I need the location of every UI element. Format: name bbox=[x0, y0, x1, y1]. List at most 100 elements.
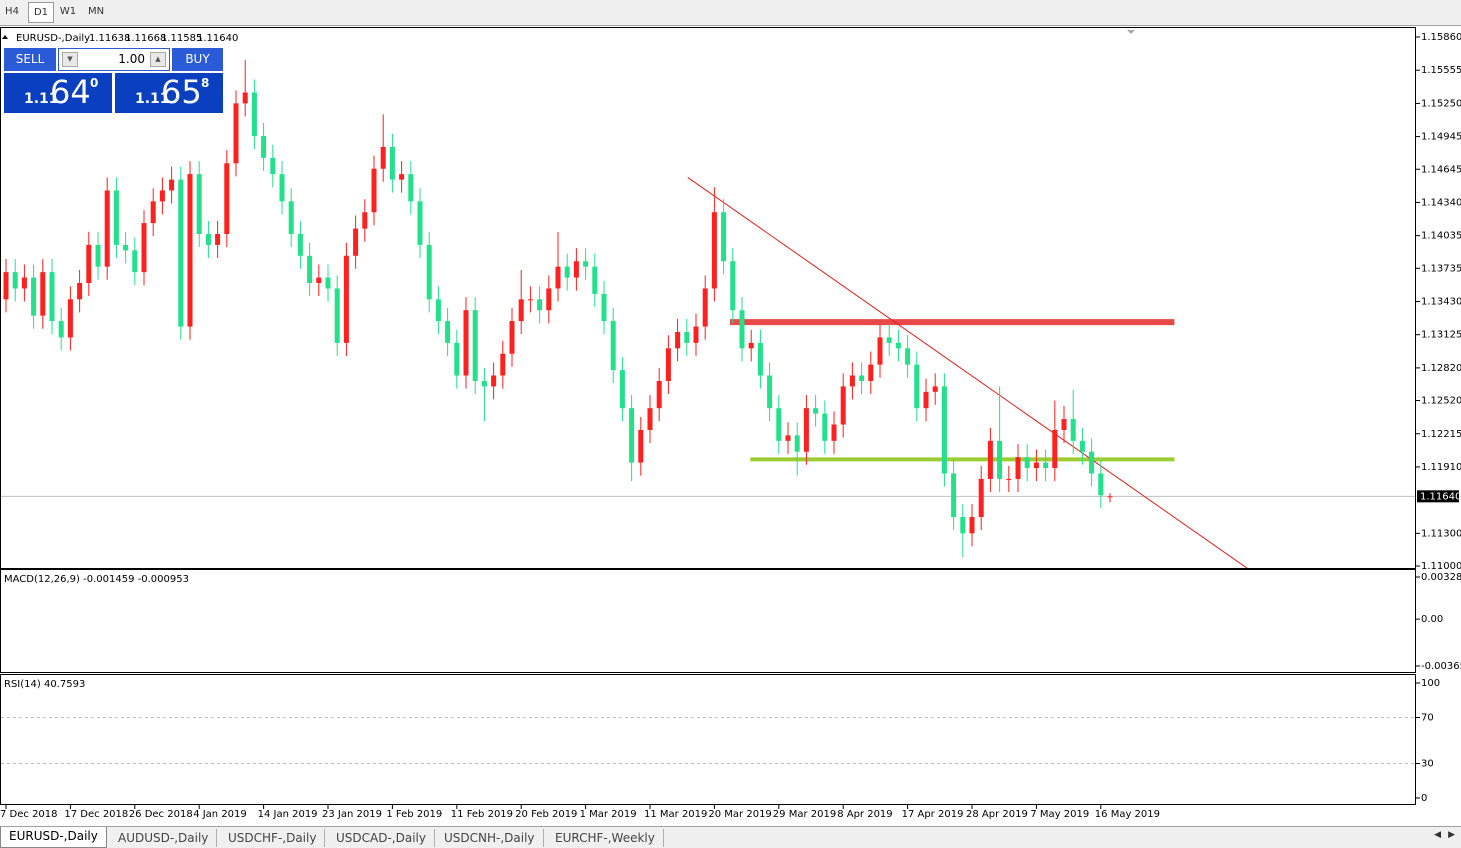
candle-body bbox=[49, 272, 55, 322]
candle-body bbox=[224, 163, 230, 235]
chart-tab[interactable]: USDCNH-,Daily bbox=[436, 829, 544, 847]
ohlc-value: 1.11585 bbox=[161, 33, 202, 44]
y-tick-label: 1.11300 bbox=[1421, 528, 1461, 539]
candle-body bbox=[353, 228, 359, 256]
chart-tab[interactable]: USDCAD-,Daily bbox=[328, 829, 435, 847]
candle-body bbox=[583, 261, 589, 267]
candle-body bbox=[242, 92, 248, 104]
candle-body bbox=[509, 321, 515, 354]
buy-button[interactable]: BUY bbox=[172, 48, 223, 71]
candle-body bbox=[123, 244, 129, 251]
y-tick-label: 100 bbox=[1421, 678, 1440, 689]
candle-body bbox=[261, 136, 267, 158]
candle-body bbox=[518, 299, 524, 322]
y-tick-label: 1.12520 bbox=[1421, 396, 1461, 407]
candle-body bbox=[380, 146, 386, 169]
timeframe-button[interactable]: W1 bbox=[59, 6, 77, 17]
candle-body bbox=[684, 331, 690, 343]
candle-body bbox=[408, 174, 414, 202]
candle-body bbox=[693, 326, 699, 343]
candle-body bbox=[1006, 478, 1012, 480]
y-tick-label: 0.003287 bbox=[1421, 572, 1461, 583]
candle-body bbox=[12, 272, 18, 289]
ask-quote[interactable]: 1.11 65 8 bbox=[115, 73, 223, 113]
current-price-box bbox=[1417, 490, 1459, 503]
timeframe-button[interactable]: D1 bbox=[28, 2, 54, 23]
candle-body bbox=[325, 277, 331, 289]
y-tick-label: 1.12215 bbox=[1421, 429, 1461, 440]
candle-body bbox=[491, 375, 497, 387]
candle-body bbox=[77, 282, 83, 300]
candle-body bbox=[1052, 429, 1058, 469]
candle-body bbox=[196, 174, 202, 235]
candle-body bbox=[849, 375, 855, 387]
y-tick-label: 30 bbox=[1421, 759, 1434, 770]
candle-body bbox=[67, 299, 73, 338]
chart-tab[interactable]: EURUSD-,Daily bbox=[0, 827, 107, 848]
candle-body bbox=[426, 244, 432, 300]
candle-body bbox=[150, 201, 156, 224]
candles bbox=[1, 59, 1415, 568]
candle-body bbox=[141, 223, 147, 273]
candle-body bbox=[113, 190, 119, 245]
timeframe-button[interactable]: H4 bbox=[5, 6, 19, 17]
candle-body bbox=[399, 174, 405, 180]
candle-body bbox=[132, 250, 138, 273]
candle-body bbox=[481, 380, 487, 387]
chart-tab[interactable]: EURCHF-,Weekly bbox=[547, 829, 664, 847]
chart-tabs: ◀ ▶ EURUSD-,Daily AUDUSD-,Daily USDCHF-,Da… bbox=[0, 826, 1461, 848]
chart-tab[interactable]: USDCHF-,Daily bbox=[220, 829, 326, 847]
timeframe-button[interactable]: MN bbox=[87, 6, 105, 17]
header-arrow bbox=[2, 35, 8, 39]
candle-body bbox=[619, 370, 625, 409]
candle-body bbox=[1015, 457, 1021, 479]
y-tick-label: 1.13125 bbox=[1421, 330, 1461, 341]
lots-field[interactable]: ▼ 1.00 ▲ bbox=[58, 48, 170, 71]
sell-button[interactable]: SELL bbox=[4, 48, 56, 71]
candle-body bbox=[537, 299, 543, 311]
candle-body bbox=[288, 201, 294, 235]
candle-body bbox=[527, 299, 533, 301]
y-tick-label: 1.14035 bbox=[1421, 231, 1461, 242]
candle-body bbox=[803, 408, 809, 452]
candle-body bbox=[868, 364, 874, 381]
candle-body bbox=[840, 386, 846, 425]
candle-body bbox=[334, 288, 340, 343]
x-tick-label: 23 Jan 2019 bbox=[322, 809, 382, 820]
chart-tab[interactable]: AUDUSD-,Daily bbox=[110, 829, 218, 847]
candle-body bbox=[951, 473, 957, 518]
tab-scroll-left[interactable]: ◀ bbox=[1434, 830, 1441, 840]
lots-down[interactable]: ▼ bbox=[62, 52, 78, 67]
lots-up[interactable]: ▲ bbox=[150, 52, 166, 67]
candle-body bbox=[307, 255, 313, 283]
x-tick-label: 11 Mar 2019 bbox=[644, 809, 707, 820]
current-price-label: 1.11640 bbox=[1420, 491, 1461, 502]
bid-quote[interactable]: 1.11 64 0 bbox=[4, 73, 112, 113]
candle-body bbox=[1043, 462, 1049, 469]
tab-scroll-right[interactable]: ▶ bbox=[1448, 830, 1455, 840]
candle-body bbox=[233, 103, 239, 164]
candle-body bbox=[757, 342, 763, 376]
candle-body bbox=[767, 375, 773, 409]
candle-body bbox=[564, 266, 570, 278]
candle-body bbox=[785, 435, 791, 441]
candle-body bbox=[895, 342, 901, 349]
macd-pane bbox=[0, 569, 1416, 673]
candle-body bbox=[610, 321, 616, 371]
candle-body bbox=[721, 212, 727, 262]
x-tick-label: 1 Mar 2019 bbox=[580, 809, 637, 820]
shift-marker bbox=[1127, 30, 1135, 34]
candle-body bbox=[435, 299, 441, 322]
x-tick-label: 26 Dec 2018 bbox=[129, 809, 193, 820]
y-tick-label: -0.003659 bbox=[1421, 661, 1461, 672]
candle-body bbox=[794, 435, 800, 452]
candle-body bbox=[877, 337, 883, 365]
y-tick-label: 1.14945 bbox=[1421, 132, 1461, 143]
candle-body bbox=[40, 272, 46, 316]
y-tick-label: 1.12820 bbox=[1421, 363, 1461, 374]
candle-body bbox=[1079, 440, 1085, 452]
candle-body bbox=[343, 255, 349, 343]
ohlc-value: 1.11668 bbox=[125, 33, 166, 44]
y-tick-label: 70 bbox=[1421, 713, 1434, 724]
candle-body bbox=[638, 429, 644, 463]
